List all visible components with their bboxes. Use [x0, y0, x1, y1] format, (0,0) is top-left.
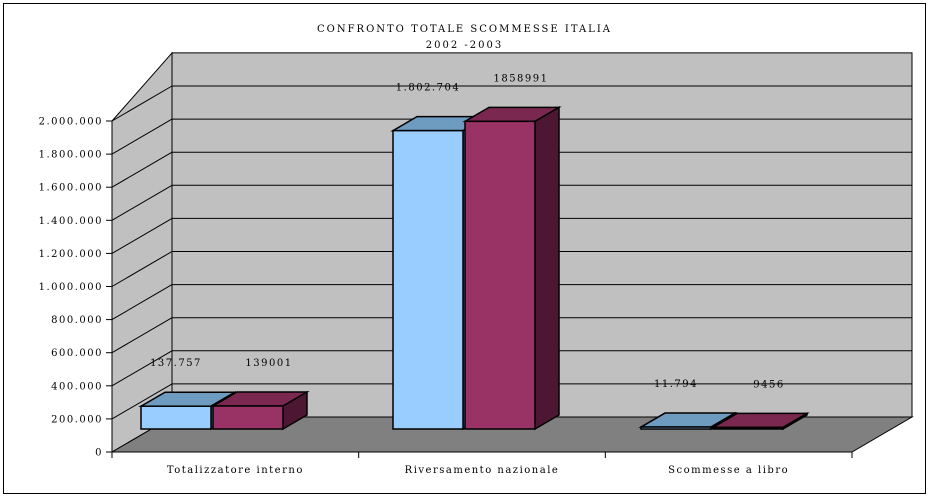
- bar: [212, 405, 284, 430]
- bars: [138, 106, 810, 431]
- gridline-side: [111, 350, 173, 387]
- gridline-side: [111, 383, 173, 420]
- bar: [464, 120, 536, 430]
- gridline-side: [111, 317, 173, 354]
- x-tick-label: Scommesse a libro: [668, 465, 789, 476]
- data-label: 137.757: [150, 358, 202, 369]
- data-label: 11.794: [654, 379, 698, 390]
- bar: [712, 426, 784, 430]
- x-tick-label: Totalizzatore interno: [167, 465, 304, 476]
- gridline-side: [111, 118, 173, 155]
- data-label: 139001: [245, 358, 292, 369]
- y-tick-label: 1.800.000: [39, 150, 103, 161]
- y-tick-label: 600.000: [51, 348, 103, 359]
- bar: [640, 426, 712, 430]
- gridline-side: [111, 284, 173, 321]
- x-tick-label: Riversamento nazionale: [405, 465, 560, 476]
- gridline-side: [111, 251, 173, 287]
- gridline-side: [111, 217, 173, 254]
- y-tick-label: 0: [95, 448, 103, 459]
- y-tick-label: 1.600.000: [39, 183, 103, 194]
- data-label: 9456: [753, 379, 784, 390]
- y-tick-label: 200.000: [51, 414, 103, 425]
- chart-title: CONFRONTO TOTALE SCOMMESSE ITALIA: [317, 24, 612, 35]
- bar: [140, 405, 212, 430]
- side-wall: [111, 51, 173, 453]
- data-labels: 137.757 1.802.704 11.794 139001 1858991 9456: [150, 73, 784, 390]
- y-tick-label: 1.200.000: [39, 249, 103, 260]
- y-tick-label: 2.000.000: [39, 117, 103, 128]
- y-tick-label: 400.000: [51, 381, 103, 392]
- data-label: 1.802.704: [396, 83, 460, 94]
- y-tick-label: 1.000.000: [39, 282, 103, 293]
- gridline-side: [111, 85, 173, 122]
- x-axis-labels: Totalizzatore interno Riversamento nazion…: [111, 452, 853, 476]
- chart-subtitle: 2002 -2003: [425, 40, 504, 51]
- gridline-side: [111, 151, 173, 188]
- bar: [392, 129, 464, 430]
- data-label: 1858991: [493, 73, 548, 84]
- y-tick-label: 1.400.000: [39, 216, 103, 227]
- y-tick-label: 800.000: [51, 315, 103, 326]
- gridline-side: [111, 184, 173, 221]
- y-axis-ticks: 0 200.000 400.000 600.000 800.000 1.000.000 1.…: [39, 117, 112, 459]
- bar-side: [534, 106, 560, 431]
